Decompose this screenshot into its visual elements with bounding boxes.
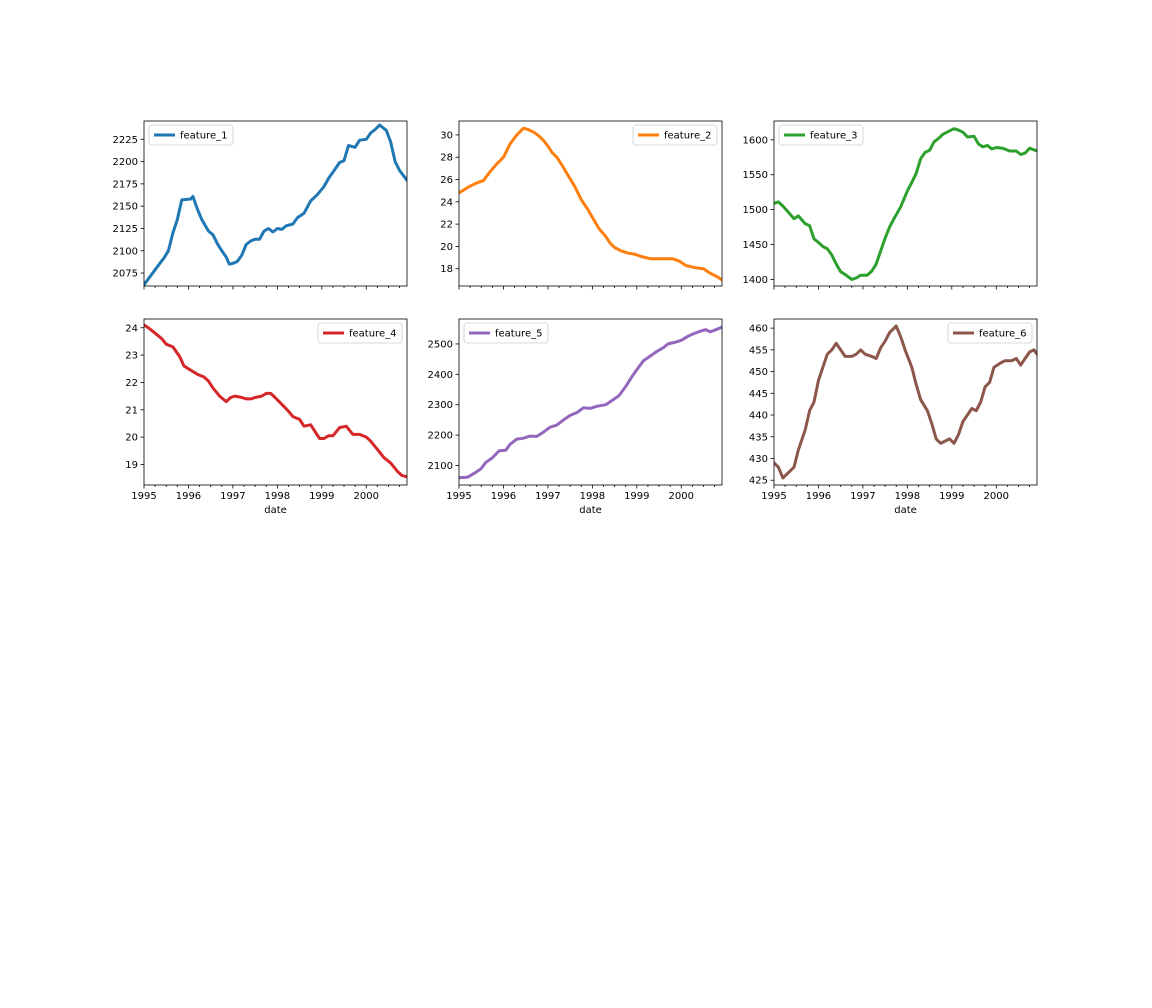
legend-label-feature-1: feature_1 [180,131,227,142]
series-line [774,324,1037,480]
series-line [144,323,407,479]
chart-feature-2: 18 20 22 24 26 28 30 feature_2 [440,120,723,290]
y-tick-label: 2400 [428,370,453,381]
legend-box [632,124,718,146]
x-tick-label: 1999 [939,491,964,502]
legend-box [148,124,234,146]
x-axis-label: date [264,505,287,516]
x-tick-label: 1998 [895,491,920,502]
x-tick-label: 2000 [984,491,1009,502]
x-tick-label: 1995 [446,491,471,502]
x-axis-label: date [894,505,917,516]
legend-label-feature-4: feature_4 [349,329,396,340]
series-line [459,325,722,480]
y-tick-label: 2200 [428,431,453,442]
y-tick-label: 22 [125,378,138,389]
y-tick-label: 2300 [428,400,453,411]
y-tick-label: 450 [749,367,768,378]
y-tick-label: 2100 [113,246,138,257]
y-tick-label: 425 [749,476,768,487]
x-tick-label: 1999 [624,491,649,502]
y-tick-label: 19 [125,460,138,471]
legend-label-feature-6: feature_6 [979,329,1026,340]
x-tick-label: 1997 [850,491,875,502]
legend-box [463,322,549,344]
y-tick-label: 1550 [743,170,768,181]
legend-box [317,322,403,344]
y-tick-label: 460 [749,324,768,335]
y-tick-label: 20 [440,242,453,253]
y-tick-label: 23 [125,351,138,362]
chart-feature-1: 2075 2100 2125 2150 2175 2200 2225 feature_1 [113,120,408,290]
axes-frame [773,318,1038,486]
axes-frame [143,120,408,287]
y-tick-label: 435 [749,432,768,443]
x-tick-label: 1995 [131,491,156,502]
y-tick-label: 440 [749,411,768,422]
x-tick-label: 2000 [669,491,694,502]
y-tick-label: 2150 [113,202,138,213]
series-line [459,126,722,282]
y-tick-label: 2225 [113,135,138,146]
y-tick-label: 24 [440,197,453,208]
y-tick-label: 455 [749,345,768,356]
legend-box [778,124,864,146]
y-tick-label: 21 [125,405,138,416]
y-tick-label: 30 [440,130,453,141]
x-tick-label: 1998 [580,491,605,502]
y-tick-label: 2200 [113,157,138,168]
chart-feature-5: 1995 1996 1997 1998 1999 2000 2100 2200 2300 2400… [428,318,723,516]
series-line [144,123,407,286]
legend-label-feature-3: feature_3 [810,131,857,142]
x-tick-label: 1997 [535,491,560,502]
y-tick-label: 2075 [113,269,138,280]
series-line [774,127,1037,281]
x-axis-label: date [579,505,602,516]
x-tick-label: 1995 [761,491,786,502]
chart-feature-3: 1400 1450 1500 1550 1600 feature_3 [743,120,1038,290]
axes-frame [458,318,723,486]
legend-label-feature-5: feature_5 [495,329,542,340]
x-tick-label: 1996 [176,491,201,502]
x-tick-label: 1997 [220,491,245,502]
chart-feature-4: 1995 1996 1997 1998 1999 2000 19 20 21 22 23 24 feat… [125,318,408,516]
x-tick-label: 1999 [309,491,334,502]
y-tick-label: 445 [749,389,768,400]
axes-frame [143,318,408,486]
x-tick-label: 2000 [354,491,379,502]
y-tick-label: 18 [440,264,453,275]
y-tick-label: 22 [440,220,453,231]
y-tick-label: 20 [125,433,138,444]
y-tick-label: 2175 [113,179,138,190]
axes-frame [773,120,1038,287]
y-tick-label: 24 [125,323,138,334]
axes-frame [458,120,723,287]
y-tick-label: 1450 [743,240,768,251]
y-tick-label: 26 [440,175,453,186]
y-tick-label: 28 [440,153,453,164]
y-tick-label: 1400 [743,275,768,286]
x-tick-label: 1996 [491,491,516,502]
legend-label-feature-2: feature_2 [664,131,711,142]
y-tick-label: 1600 [743,135,768,146]
y-tick-label: 1500 [743,205,768,216]
x-tick-label: 1998 [265,491,290,502]
y-tick-label: 2125 [113,224,138,235]
x-tick-label: 1996 [806,491,831,502]
y-tick-label: 2500 [428,339,453,350]
chart-feature-6: 1995 1996 1997 1998 1999 2000 425 430 435 440 445 4… [749,318,1038,516]
legend-box [947,322,1033,344]
y-tick-label: 2100 [428,461,453,472]
y-tick-label: 430 [749,454,768,465]
